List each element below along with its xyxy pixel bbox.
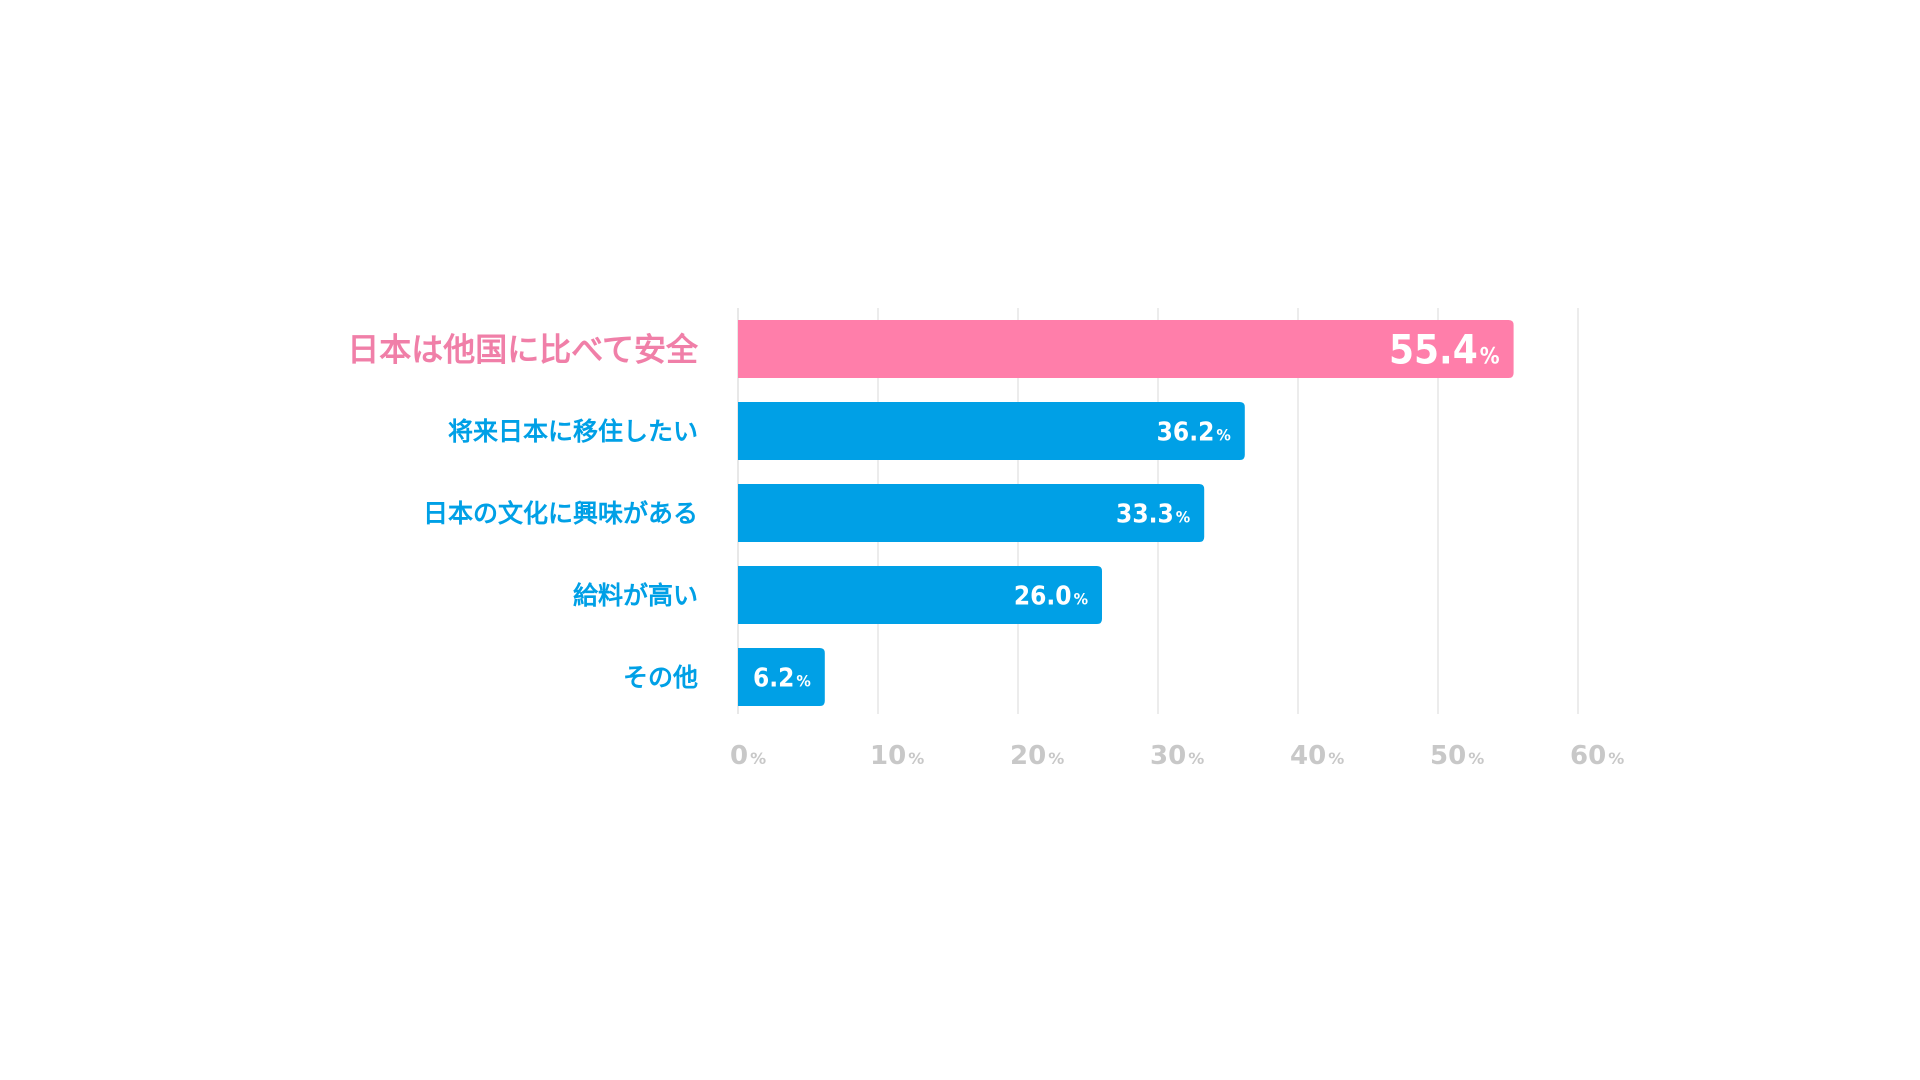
x-tick-label: 50% xyxy=(1430,741,1484,771)
x-tick-label: 10% xyxy=(870,741,924,771)
bar xyxy=(738,648,825,706)
x-axis-ticks: 0% 10% 20% 30% 40% 50% 60% xyxy=(730,741,1624,771)
bar-value-label: 26.0% xyxy=(1014,581,1088,611)
x-tick-label: 0% xyxy=(730,741,766,771)
bar xyxy=(738,566,1102,624)
category-label: その他 xyxy=(623,663,698,692)
bar-value-label: 33.3% xyxy=(1116,499,1190,529)
category-label: 給料が高い xyxy=(573,581,698,610)
x-tick-label: 20% xyxy=(1010,741,1064,771)
category-label: 将来日本に移住したい xyxy=(448,417,698,446)
bar-value-label: 6.2% xyxy=(753,663,811,693)
bar xyxy=(738,320,1514,378)
x-tick-label: 40% xyxy=(1290,741,1344,771)
x-tick-label: 30% xyxy=(1150,741,1204,771)
bar-value-label: 55.4% xyxy=(1389,327,1500,373)
category-label: 日本は他国に比べて安全 xyxy=(347,331,699,369)
category-label: 日本の文化に興味がある xyxy=(423,499,698,528)
bar xyxy=(738,402,1245,460)
bar xyxy=(738,484,1205,542)
x-tick-label: 60% xyxy=(1570,741,1624,771)
bars: 55.4% 36.2 % 33.3 % 26.0 % 6.2% xyxy=(738,320,1514,706)
bar-value-label: 36.2% xyxy=(1157,417,1231,447)
